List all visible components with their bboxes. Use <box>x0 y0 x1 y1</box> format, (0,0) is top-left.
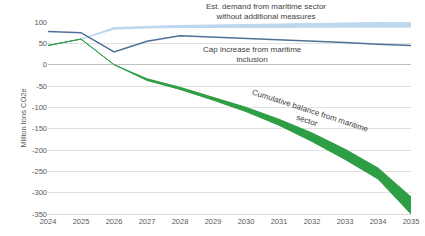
svg-text:50: 50 <box>39 39 47 48</box>
svg-text:2032: 2032 <box>304 217 321 226</box>
svg-text:-200: -200 <box>32 146 47 155</box>
svg-text:Cap increase from maritimeincl: Cap increase from maritimeinclusion <box>203 45 302 64</box>
svg-text:2033: 2033 <box>337 217 354 226</box>
svg-text:-150: -150 <box>32 124 47 133</box>
svg-text:Million tons CO2e: Million tons CO2e <box>19 88 28 147</box>
svg-text:Est. demand from maritime sect: Est. demand from maritime sectorwithout … <box>206 2 326 21</box>
svg-text:100: 100 <box>34 18 47 27</box>
svg-text:-100: -100 <box>32 103 47 112</box>
svg-text:2030: 2030 <box>238 217 255 226</box>
svg-text:2035: 2035 <box>403 217 420 226</box>
svg-text:2034: 2034 <box>370 217 387 226</box>
svg-text:-50: -50 <box>36 82 47 91</box>
svg-text:2026: 2026 <box>106 217 123 226</box>
svg-text:-300: -300 <box>32 188 47 197</box>
svg-text:2029: 2029 <box>205 217 222 226</box>
svg-text:2024: 2024 <box>40 217 57 226</box>
svg-text:Cumulative balance from mariti: Cumulative balance from maritimesector <box>248 88 370 144</box>
svg-text:2027: 2027 <box>139 217 156 226</box>
svg-text:2025: 2025 <box>73 217 90 226</box>
svg-text:-350: -350 <box>32 210 47 219</box>
svg-text:2028: 2028 <box>172 217 189 226</box>
svg-text:-250: -250 <box>32 167 47 176</box>
svg-text:0: 0 <box>43 60 47 69</box>
svg-text:2031: 2031 <box>271 217 288 226</box>
